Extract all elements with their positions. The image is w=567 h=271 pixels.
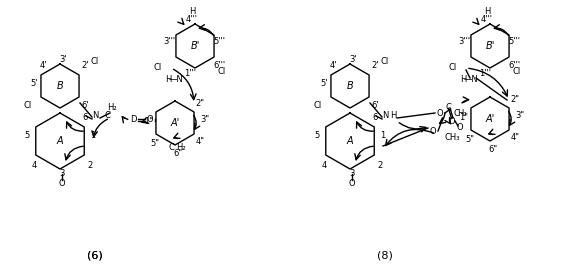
Text: 6": 6" bbox=[488, 144, 498, 153]
Text: Cl: Cl bbox=[314, 101, 322, 109]
Text: 4: 4 bbox=[31, 162, 37, 170]
Text: 5''': 5''' bbox=[508, 37, 520, 47]
Text: —N: —N bbox=[464, 76, 479, 85]
Text: 6': 6' bbox=[371, 102, 379, 111]
Text: 4': 4' bbox=[39, 62, 46, 70]
Text: 6": 6" bbox=[174, 149, 183, 157]
Text: 3": 3" bbox=[201, 115, 210, 124]
Text: 3': 3' bbox=[59, 56, 67, 64]
Text: Cl: Cl bbox=[218, 66, 226, 76]
Text: H: H bbox=[189, 8, 195, 17]
Text: C: C bbox=[168, 144, 174, 153]
Text: 6: 6 bbox=[373, 114, 378, 122]
Text: 5: 5 bbox=[314, 131, 320, 140]
Text: H: H bbox=[484, 8, 490, 17]
Text: 2': 2' bbox=[371, 62, 379, 70]
Text: 5': 5' bbox=[320, 79, 328, 88]
Text: 6': 6' bbox=[81, 102, 89, 111]
Text: O: O bbox=[448, 117, 455, 125]
Text: H₂: H₂ bbox=[107, 104, 117, 112]
Text: O: O bbox=[59, 179, 65, 188]
Text: C: C bbox=[445, 104, 451, 112]
Text: CH₃: CH₃ bbox=[445, 133, 460, 141]
Text: 2": 2" bbox=[196, 99, 205, 108]
Text: O: O bbox=[430, 127, 437, 136]
Text: 5''': 5''' bbox=[213, 37, 225, 47]
Text: Cl: Cl bbox=[154, 63, 162, 73]
Text: Cl: Cl bbox=[449, 63, 457, 73]
Text: C: C bbox=[104, 111, 110, 120]
Text: 6''': 6''' bbox=[508, 60, 520, 69]
Text: D: D bbox=[130, 115, 136, 124]
Text: 4: 4 bbox=[321, 162, 327, 170]
Text: 4''': 4''' bbox=[186, 15, 198, 24]
Text: 5": 5" bbox=[466, 134, 475, 144]
Text: 1''': 1''' bbox=[184, 69, 196, 78]
Text: A': A' bbox=[485, 114, 494, 124]
Text: A: A bbox=[57, 136, 64, 146]
Text: 4": 4" bbox=[510, 134, 519, 143]
Text: 3''': 3''' bbox=[458, 37, 470, 47]
Text: C: C bbox=[453, 108, 459, 118]
Text: H: H bbox=[165, 76, 171, 85]
Text: H₂: H₂ bbox=[176, 144, 186, 153]
Text: O: O bbox=[147, 115, 153, 124]
Text: 1''': 1''' bbox=[479, 69, 491, 78]
Text: —N: —N bbox=[168, 76, 183, 85]
Text: 5": 5" bbox=[150, 138, 159, 147]
Text: 2": 2" bbox=[510, 95, 519, 105]
Text: 5': 5' bbox=[30, 79, 38, 88]
Text: A: A bbox=[346, 136, 353, 146]
Text: B: B bbox=[346, 81, 353, 91]
Text: H₂: H₂ bbox=[457, 108, 467, 118]
Text: 4": 4" bbox=[196, 137, 205, 147]
Text: 1: 1 bbox=[380, 131, 386, 140]
Text: 3": 3" bbox=[515, 111, 524, 121]
Text: 3''': 3''' bbox=[163, 37, 175, 47]
Text: 1: 1 bbox=[90, 131, 96, 140]
Text: O: O bbox=[437, 108, 443, 118]
Text: 1": 1" bbox=[459, 112, 468, 121]
Text: A': A' bbox=[170, 118, 180, 128]
Text: Cl: Cl bbox=[381, 56, 389, 66]
Text: (8): (8) bbox=[377, 251, 393, 261]
Text: 6''': 6''' bbox=[213, 60, 225, 69]
Text: B': B' bbox=[191, 41, 200, 51]
Text: 1": 1" bbox=[145, 117, 154, 125]
Text: 3': 3' bbox=[349, 56, 357, 64]
Text: (6): (6) bbox=[87, 251, 103, 261]
Text: Cl: Cl bbox=[91, 56, 99, 66]
Text: 5: 5 bbox=[24, 131, 29, 140]
Text: 6: 6 bbox=[82, 114, 88, 122]
Text: 3: 3 bbox=[349, 169, 355, 179]
Text: H: H bbox=[460, 76, 466, 85]
Text: H: H bbox=[390, 111, 396, 120]
Text: 2': 2' bbox=[81, 62, 89, 70]
Text: B: B bbox=[57, 81, 64, 91]
Text: 2: 2 bbox=[378, 160, 383, 169]
Text: N: N bbox=[92, 111, 98, 120]
Text: Cl: Cl bbox=[24, 101, 32, 109]
Text: O: O bbox=[456, 124, 463, 133]
Text: B': B' bbox=[485, 41, 494, 51]
Text: O: O bbox=[349, 179, 356, 188]
Text: 4': 4' bbox=[329, 62, 337, 70]
Text: Cl: Cl bbox=[513, 66, 521, 76]
Text: N: N bbox=[382, 111, 388, 120]
Text: 3: 3 bbox=[60, 169, 65, 179]
Text: (6): (6) bbox=[87, 251, 103, 261]
Text: 4''': 4''' bbox=[481, 15, 493, 24]
Text: 2: 2 bbox=[87, 160, 92, 169]
